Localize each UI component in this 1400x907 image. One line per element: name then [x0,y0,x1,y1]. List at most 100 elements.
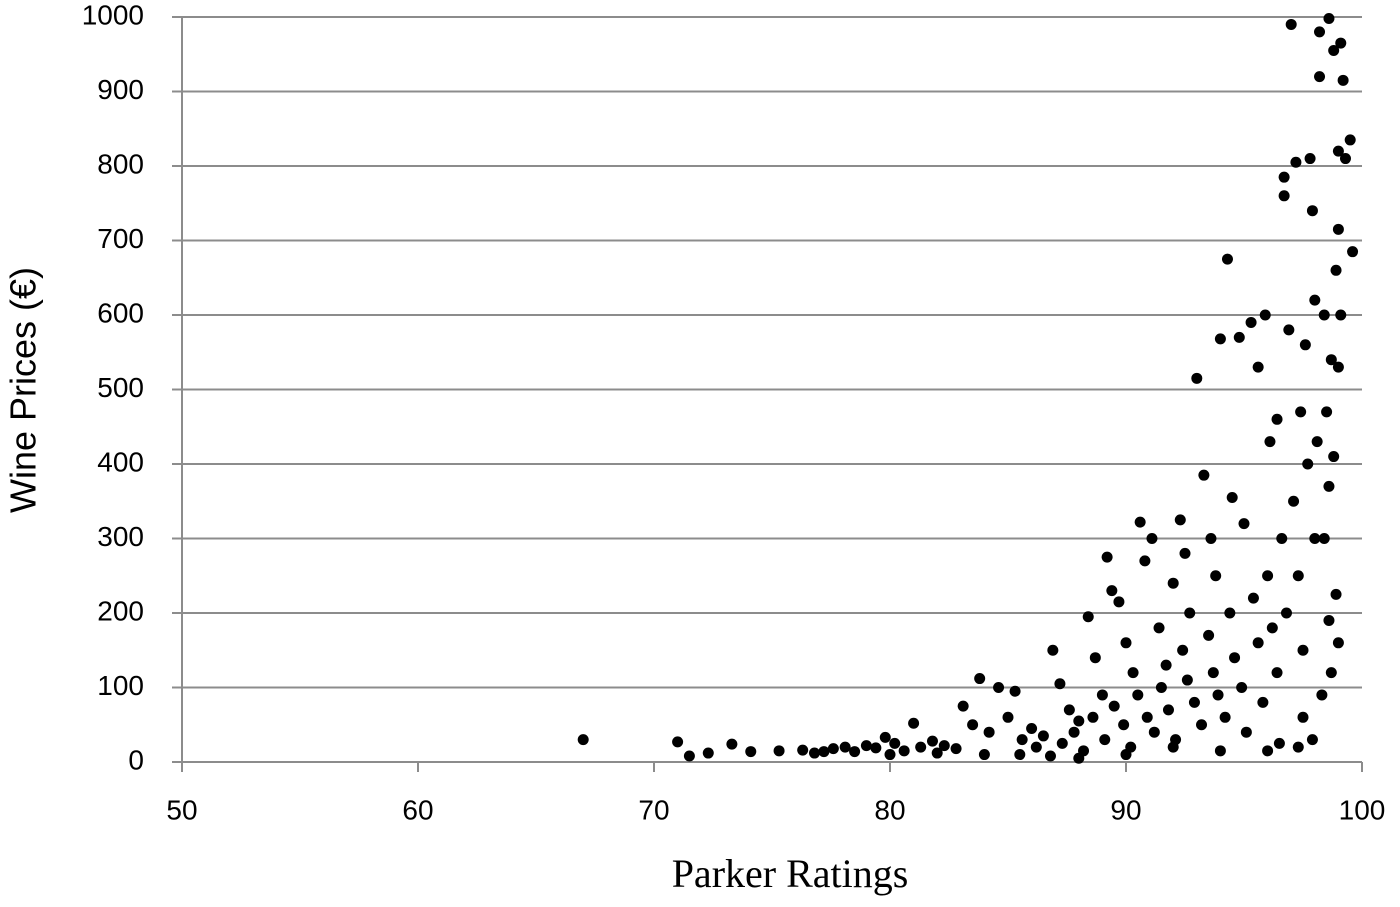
point [1240,726,1252,738]
point [879,731,891,743]
point [1210,570,1222,582]
point [1229,652,1241,664]
point [1191,372,1203,384]
point [1245,316,1257,328]
point [1271,413,1283,425]
point [702,747,714,759]
point [1252,637,1264,649]
point [1271,667,1283,679]
point [1207,667,1219,679]
point [889,737,901,749]
y-tick-label: 900 [97,74,144,105]
point [1153,622,1165,634]
point [1330,588,1342,600]
point [1047,644,1059,656]
point [818,746,830,758]
point [860,740,872,752]
point [797,744,809,756]
point [1141,711,1153,723]
point [1016,734,1028,746]
point [1177,644,1189,656]
point [1214,333,1226,345]
point [773,745,785,757]
point [1063,704,1075,716]
point [1252,361,1264,373]
y-axis-label: Wine Prices (€) [3,267,44,513]
point [1335,309,1347,321]
point [1318,309,1330,321]
point [839,741,851,753]
point [978,749,990,761]
point [1332,637,1344,649]
point [1344,134,1356,146]
point [1278,190,1290,202]
point [1087,711,1099,723]
y-tick-label: 600 [97,297,144,328]
point [1188,696,1200,708]
point [1134,516,1146,528]
point [1096,689,1108,701]
point [1221,253,1233,265]
x-tick-label: 60 [402,794,433,825]
y-tick-label: 1000 [82,0,144,30]
point [1233,331,1245,343]
point [1325,354,1337,366]
point [1297,711,1309,723]
point [1174,514,1186,526]
point [726,738,738,750]
point [1262,745,1274,757]
y-tick-label: 800 [97,148,144,179]
point [1068,726,1080,738]
point [993,682,1005,693]
point [1155,682,1167,693]
point [1054,678,1066,690]
point [1259,309,1271,321]
point [1108,700,1120,712]
y-tick-label: 200 [97,595,144,626]
x-tick-label: 50 [166,794,197,825]
point [1009,685,1021,697]
point [898,745,910,757]
point [1167,741,1179,753]
point [1318,533,1330,544]
point [1214,745,1226,757]
point [1236,682,1248,693]
y-tick-label: 100 [97,670,144,701]
point [1073,715,1085,727]
point [1196,719,1208,731]
point [1325,667,1337,679]
point [1339,153,1351,165]
point [1118,719,1130,731]
point [967,719,979,731]
point [1238,518,1250,530]
point [1304,153,1316,165]
point [1278,171,1290,183]
point [1285,18,1297,30]
point [1044,750,1056,762]
point [1290,156,1302,168]
point [745,746,757,758]
point [1181,674,1193,686]
point [849,746,861,758]
point [1288,495,1300,507]
x-tick-label: 100 [1339,794,1386,825]
point [1224,607,1236,619]
point [1280,607,1292,619]
point [1273,737,1285,749]
point [1335,37,1347,49]
point [983,726,995,738]
point [1314,26,1326,38]
point [1179,547,1191,559]
point [1082,611,1094,623]
point [1316,689,1328,701]
point [577,734,589,746]
point [1328,45,1340,57]
point [827,743,839,755]
point [1323,12,1335,24]
point [1292,741,1304,753]
point [870,742,882,754]
point [1332,361,1344,373]
point [1099,734,1111,746]
point [1073,752,1085,764]
y-tick-label: 300 [97,521,144,552]
